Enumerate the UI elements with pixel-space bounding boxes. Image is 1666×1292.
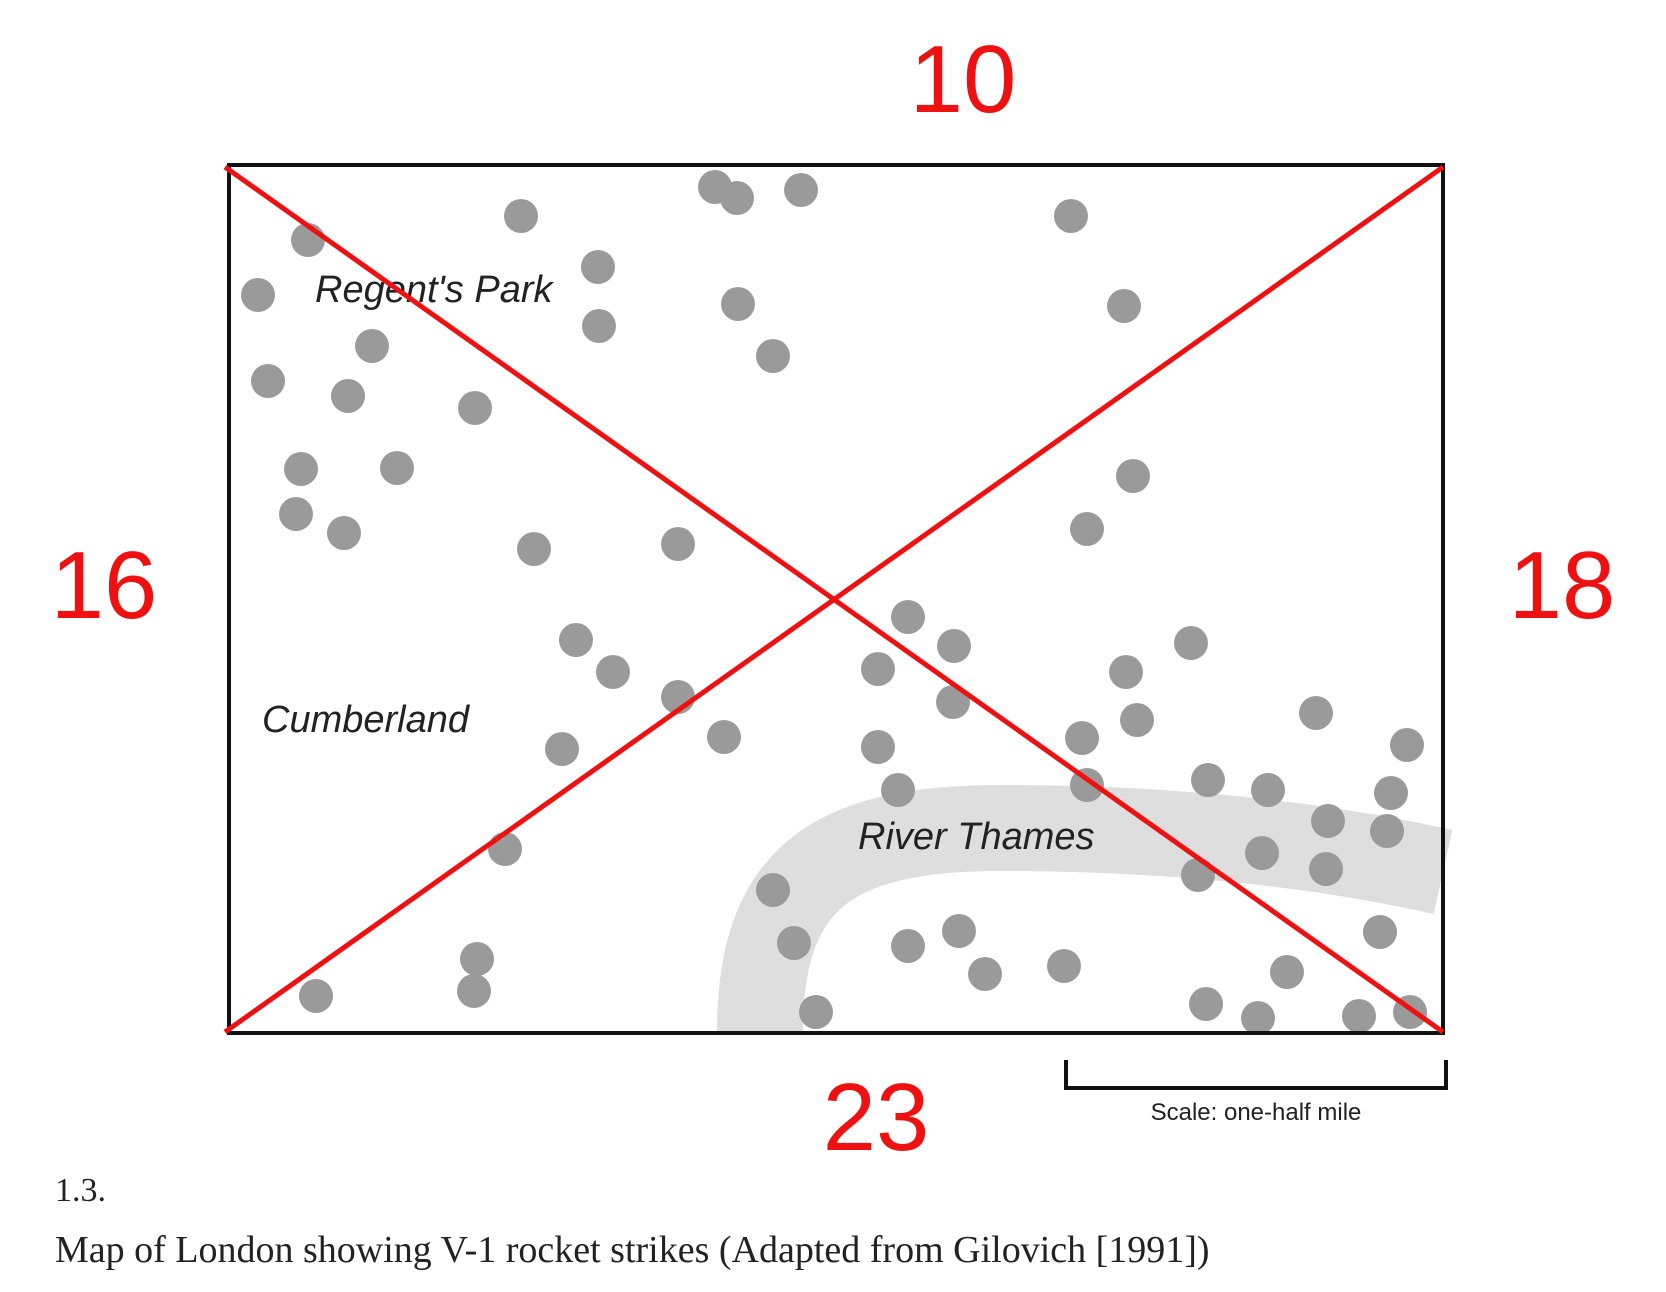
strike-dot (1299, 696, 1333, 730)
strike-dot (488, 832, 522, 866)
strike-dot (458, 391, 492, 425)
strike-dot (1047, 949, 1081, 983)
quadrant-count-left: 16 (51, 532, 158, 639)
quadrant-count-top: 10 (910, 26, 1017, 133)
strike-dot (517, 532, 551, 566)
strike-dot (1342, 999, 1376, 1033)
strike-dot (1363, 915, 1397, 949)
strike-dot (251, 364, 285, 398)
strike-dot (380, 451, 414, 485)
strike-dot (891, 600, 925, 634)
quadrant-count-right: 18 (1509, 532, 1616, 639)
strike-dot (720, 181, 754, 215)
strike-dot (1120, 703, 1154, 737)
strike-dot (355, 329, 389, 363)
strike-dot (1390, 728, 1424, 762)
strike-dot (881, 773, 915, 807)
map-label-river-thames: River Thames (858, 816, 1095, 858)
river-thames-shape (717, 784, 1453, 1033)
scale-bar-label: Scale: one-half mile (1151, 1099, 1362, 1126)
strike-dot (596, 655, 630, 689)
strike-dot (777, 926, 811, 960)
strike-dot (545, 732, 579, 766)
strike-dot (460, 942, 494, 976)
strike-dot (1370, 814, 1404, 848)
strike-dot (1107, 289, 1141, 323)
strike-dot (968, 957, 1002, 991)
strike-dot (861, 730, 895, 764)
strike-dot (721, 287, 755, 321)
strike-dot (1374, 776, 1408, 810)
strike-dot (891, 929, 925, 963)
strike-dot (1245, 836, 1279, 870)
strike-dot (1116, 459, 1150, 493)
strike-dot (1109, 655, 1143, 689)
strike-dot (936, 685, 970, 719)
strike-dot (1065, 721, 1099, 755)
strike-dot (661, 527, 695, 561)
strike-dots (241, 170, 1427, 1035)
strike-dot (284, 452, 318, 486)
map-label-regents-park: Regent's Park (315, 269, 554, 311)
strike-dot (504, 199, 538, 233)
scale-bar (1064, 1060, 1448, 1090)
strike-dot (1251, 773, 1285, 807)
strike-dot (1191, 763, 1225, 797)
strike-dot (942, 914, 976, 948)
strike-dot (937, 629, 971, 663)
strike-dot (581, 250, 615, 284)
red-diagonal-bottom-left-to-top-right (223, 164, 1445, 1035)
strike-dot (1174, 626, 1208, 660)
strike-dot (861, 652, 895, 686)
strike-dot (756, 873, 790, 907)
strike-dot (1070, 768, 1104, 802)
strike-dot (241, 278, 275, 312)
strike-dot (1311, 804, 1345, 838)
strike-dot (1181, 858, 1215, 892)
strike-dot (784, 173, 818, 207)
strike-dot (331, 379, 365, 413)
strike-dot (1070, 512, 1104, 546)
strike-dot (1054, 199, 1088, 233)
strike-dot (1309, 852, 1343, 886)
quadrant-count-bottom: 23 (823, 1064, 930, 1171)
map-frame (227, 163, 1445, 1035)
strike-dot (457, 974, 491, 1008)
strike-dot (1189, 987, 1223, 1021)
strike-dot (279, 497, 313, 531)
figure-caption: Map of London showing V-1 rocket strikes… (55, 1229, 1210, 1271)
map-label-cumberland: Cumberland (262, 699, 471, 741)
strike-dot (582, 309, 616, 343)
strike-dot (299, 979, 333, 1013)
strike-dot (327, 516, 361, 550)
strike-dot (559, 623, 593, 657)
strike-dot (1241, 1001, 1275, 1035)
figure-number: 1.3. (55, 1172, 106, 1209)
strike-dot (756, 339, 790, 373)
strike-dot (1270, 955, 1304, 989)
strike-dot (707, 720, 741, 754)
strike-dot (799, 995, 833, 1029)
